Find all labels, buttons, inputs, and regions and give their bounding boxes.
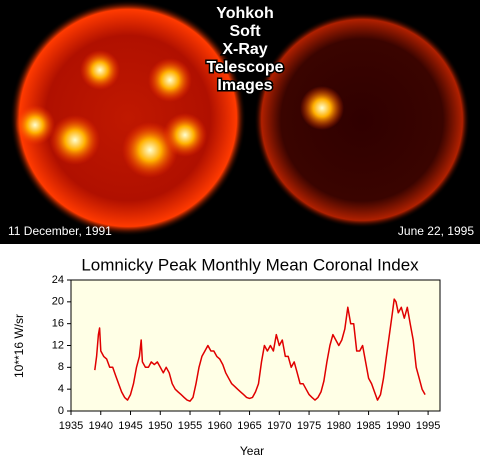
x-tick-label: 1985: [356, 420, 380, 432]
y-tick-label: 24: [52, 274, 64, 286]
x-tick-label: 1940: [89, 420, 113, 432]
y-tick-label: 8: [58, 361, 64, 373]
x-tick-label: 1970: [267, 420, 291, 432]
x-tick-label: 1935: [59, 420, 83, 432]
x-tick-label: 1945: [118, 420, 142, 432]
y-tick-label: 12: [52, 339, 64, 351]
active-regions-left: [15, 50, 207, 178]
active-region-right: [300, 86, 344, 130]
x-tick-label: 1980: [327, 420, 351, 432]
x-tick-label: 1950: [148, 420, 172, 432]
y-tick-label: 4: [58, 383, 64, 395]
x-tick-label: 1960: [208, 420, 232, 432]
title-line: X-Ray: [222, 41, 267, 58]
sun-image-left: [10, 0, 246, 236]
right-caption: June 22, 1995: [398, 224, 474, 238]
image-title: Yohkoh Soft X-Ray Telescope Images: [205, 4, 285, 96]
title-line: Soft: [229, 23, 261, 40]
left-caption: 11 December, 1991: [8, 224, 112, 238]
x-tick-label: 1995: [416, 420, 440, 432]
x-axis-label: Year: [240, 444, 264, 458]
chart-title: Lomnicky Peak Monthly Mean Coronal Index: [81, 255, 419, 274]
y-axis-label: 10**16 W/sr: [12, 314, 26, 378]
x-tick-label: 1975: [297, 420, 321, 432]
y-tick-label: 0: [58, 405, 64, 417]
x-tick-label: 1965: [237, 420, 261, 432]
data-line: [94, 298, 426, 402]
x-tick-label: 1990: [386, 420, 410, 432]
title-line: Yohkoh: [216, 5, 273, 22]
sun-image-right: [254, 12, 470, 228]
title-line: Images: [217, 77, 272, 94]
title-line: Telescope: [206, 59, 283, 76]
x-tick-label: 1955: [178, 420, 202, 432]
y-tick-label: 20: [52, 296, 64, 308]
y-tick-label: 16: [52, 318, 64, 330]
